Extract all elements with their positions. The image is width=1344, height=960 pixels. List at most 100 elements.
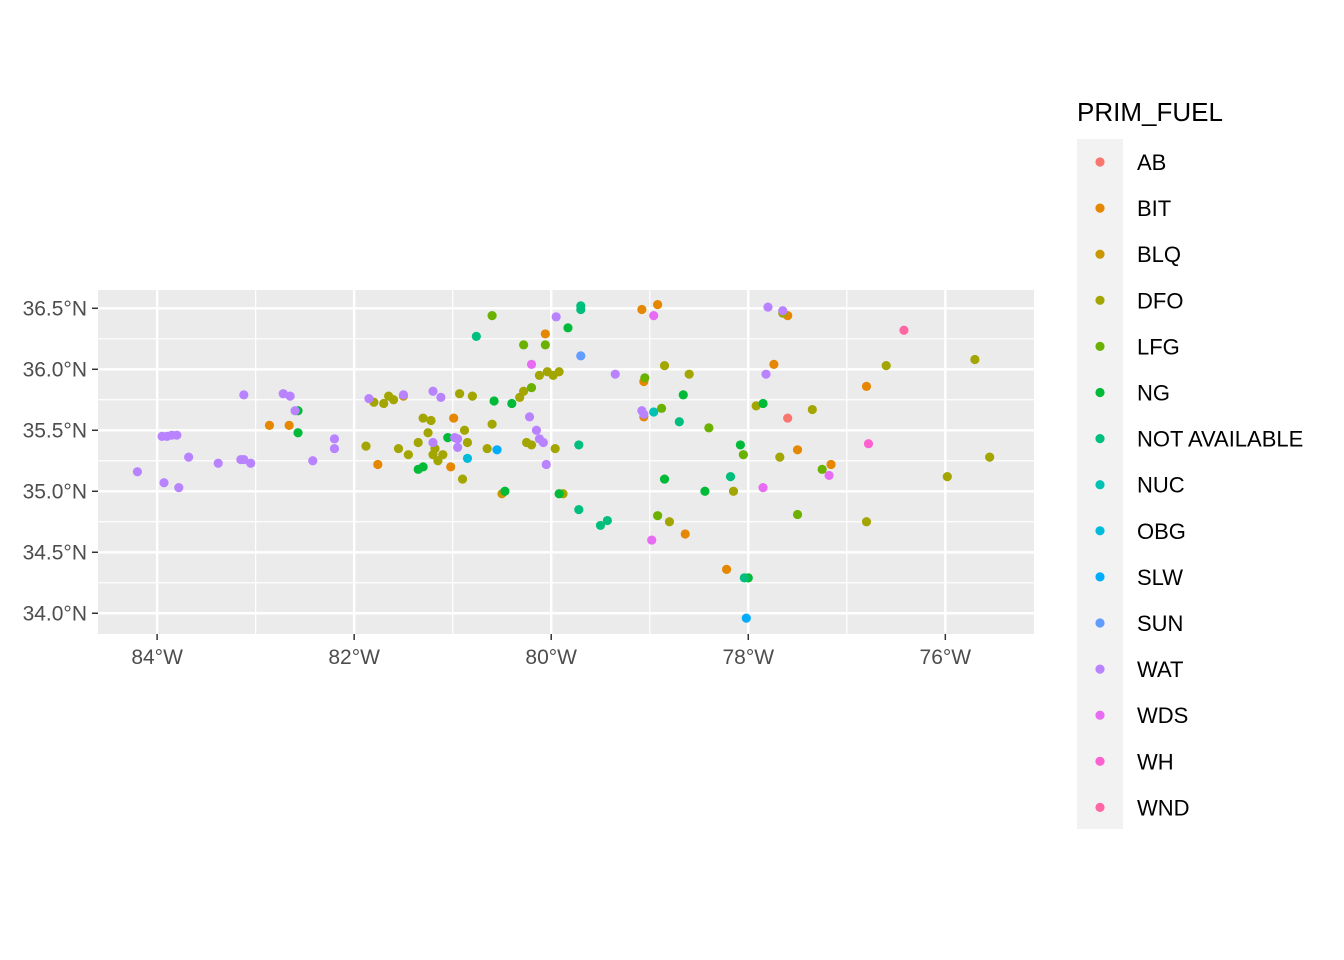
data-point bbox=[700, 486, 710, 496]
data-point bbox=[246, 458, 256, 468]
data-point bbox=[758, 398, 768, 409]
x-tick-label: 76°W bbox=[920, 646, 972, 669]
data-point bbox=[778, 306, 788, 316]
y-tick-label: 36.5°N bbox=[23, 297, 87, 320]
data-point bbox=[540, 340, 550, 350]
x-tick-label: 84°W bbox=[131, 646, 183, 669]
y-tick-label: 35.0°N bbox=[23, 480, 87, 503]
data-point bbox=[970, 354, 980, 365]
data-point bbox=[881, 361, 891, 371]
data-point bbox=[824, 470, 834, 481]
data-point bbox=[656, 403, 667, 413]
data-point bbox=[428, 437, 438, 448]
data-point bbox=[467, 391, 477, 401]
y-axis: 34.0°N 34.5°N 35.0°N 35.5°N 36.0°N 36.5°N bbox=[23, 297, 98, 625]
data-point bbox=[704, 423, 714, 433]
legend-label: BLQ bbox=[1137, 242, 1181, 267]
legend-label: BIT bbox=[1137, 196, 1171, 221]
data-point bbox=[554, 367, 564, 377]
x-tick-label: 80°W bbox=[525, 646, 577, 669]
legend-label: WDS bbox=[1137, 703, 1188, 728]
data-point bbox=[482, 443, 492, 454]
x-tick-label: 78°W bbox=[722, 646, 774, 669]
legend-key bbox=[1095, 802, 1105, 813]
data-point bbox=[388, 395, 399, 405]
data-point bbox=[653, 300, 663, 310]
data-point bbox=[293, 428, 303, 438]
data-point bbox=[438, 450, 448, 460]
data-point bbox=[664, 517, 675, 527]
data-point bbox=[184, 452, 194, 462]
legend-label: WND bbox=[1137, 795, 1190, 820]
data-point bbox=[735, 440, 745, 450]
data-point bbox=[284, 420, 294, 431]
data-point bbox=[640, 373, 650, 383]
data-point bbox=[413, 437, 423, 448]
data-point bbox=[285, 391, 295, 401]
data-point bbox=[763, 302, 773, 312]
data-point bbox=[861, 517, 872, 527]
data-point bbox=[574, 504, 584, 515]
data-point bbox=[436, 392, 446, 402]
legend: PRIM_FUEL AB BIT BLQ DFO LFG NG NOT AVAILABLE N… bbox=[1077, 97, 1303, 829]
data-point bbox=[393, 443, 404, 454]
legend-key bbox=[1095, 203, 1105, 213]
data-point bbox=[492, 445, 502, 455]
data-point bbox=[132, 467, 143, 477]
data-point bbox=[602, 515, 612, 526]
data-point bbox=[738, 450, 748, 460]
data-point bbox=[554, 489, 564, 499]
data-point bbox=[519, 386, 529, 396]
data-point bbox=[172, 430, 182, 440]
data-point bbox=[449, 413, 459, 423]
y-tick-label: 36.0°N bbox=[23, 358, 87, 381]
data-point bbox=[453, 434, 463, 444]
data-point bbox=[678, 390, 688, 400]
data-point bbox=[595, 520, 606, 531]
data-point bbox=[942, 472, 952, 482]
legend-label: LFG bbox=[1137, 334, 1180, 359]
data-point bbox=[826, 459, 836, 470]
data-point bbox=[446, 462, 456, 472]
data-point bbox=[792, 509, 803, 520]
legend-key bbox=[1095, 387, 1105, 398]
legend-key bbox=[1095, 157, 1105, 167]
data-point bbox=[398, 390, 409, 400]
grid-minor bbox=[98, 290, 1034, 634]
data-point bbox=[649, 311, 659, 321]
data-point bbox=[526, 382, 537, 393]
data-point bbox=[507, 398, 517, 409]
grid-major bbox=[98, 290, 1034, 634]
data-point bbox=[551, 312, 561, 322]
data-point bbox=[457, 474, 468, 484]
data-point bbox=[264, 420, 275, 431]
legend-label: AB bbox=[1137, 150, 1166, 175]
data-point bbox=[403, 450, 413, 460]
data-point bbox=[526, 440, 537, 450]
data-point bbox=[807, 404, 817, 415]
legend-key bbox=[1095, 618, 1105, 628]
data-point bbox=[159, 478, 169, 488]
data-point bbox=[674, 417, 684, 427]
data-point bbox=[761, 369, 771, 379]
data-point bbox=[637, 304, 647, 315]
legend-title: PRIM_FUEL bbox=[1077, 97, 1223, 127]
data-point bbox=[783, 413, 793, 423]
data-point bbox=[775, 452, 785, 462]
data-point bbox=[500, 486, 510, 496]
data-point bbox=[538, 437, 548, 448]
data-point bbox=[329, 443, 340, 454]
data-point bbox=[659, 474, 670, 484]
data-point bbox=[985, 452, 995, 462]
data-point bbox=[487, 419, 497, 429]
legend-key bbox=[1095, 526, 1105, 536]
data-point bbox=[684, 369, 694, 379]
data-point bbox=[462, 453, 473, 463]
data-point bbox=[534, 370, 544, 380]
data-point bbox=[379, 398, 389, 409]
legend-items: AB BIT BLQ DFO LFG NG NOT AVAILABLE NUC OBG SLW SU… bbox=[1095, 150, 1303, 820]
data-point bbox=[239, 454, 249, 465]
data-point bbox=[213, 458, 223, 468]
data-point bbox=[610, 369, 620, 379]
data-point bbox=[680, 529, 690, 539]
